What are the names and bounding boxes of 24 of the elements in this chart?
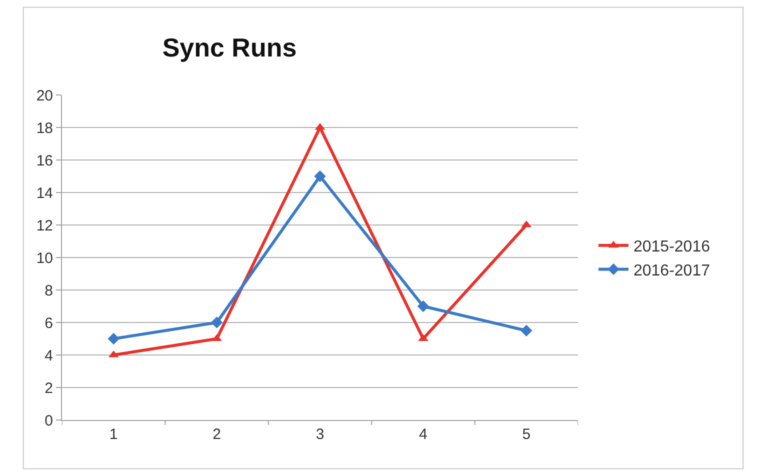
y-tick-label: 12 bbox=[36, 217, 53, 234]
y-tick-label: 8 bbox=[44, 282, 53, 300]
y-tick-label: 18 bbox=[36, 120, 53, 137]
y-tick-label: 4 bbox=[44, 347, 53, 364]
y-tick-label: 20 bbox=[36, 87, 53, 104]
x-tick-label: 5 bbox=[522, 426, 531, 443]
y-tick-label: 0 bbox=[44, 412, 53, 430]
legend-label: 2015-2016 bbox=[633, 238, 710, 256]
point bbox=[108, 332, 120, 345]
x-tick-label: 3 bbox=[316, 426, 324, 443]
y-tick-label: 2 bbox=[44, 380, 53, 397]
legend-label: 2016-2017 bbox=[633, 262, 710, 280]
y-tick-label: 6 bbox=[44, 314, 53, 332]
point bbox=[314, 170, 326, 182]
point bbox=[520, 324, 532, 336]
y-tick-label: 14 bbox=[36, 184, 53, 202]
point bbox=[210, 316, 223, 328]
x-tick-label: 2 bbox=[212, 426, 221, 443]
point bbox=[417, 300, 430, 312]
chart-title: Sync Runs bbox=[162, 32, 297, 62]
x-tick-label: 4 bbox=[419, 426, 428, 443]
x-tick-label: 1 bbox=[109, 426, 118, 443]
y-tick-label: 16 bbox=[36, 152, 53, 170]
y-tick-label: 10 bbox=[36, 250, 53, 267]
